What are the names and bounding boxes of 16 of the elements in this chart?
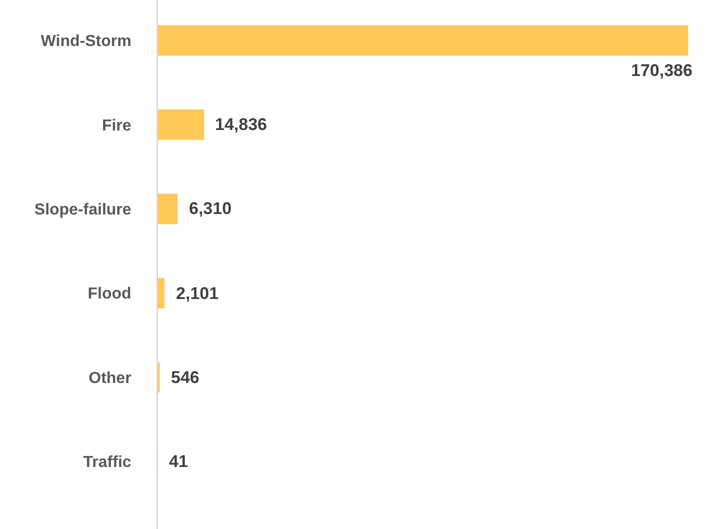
bar: [158, 194, 178, 224]
y-tick-label: Flood: [88, 286, 132, 303]
y-tick-label: Other: [88, 370, 132, 387]
data-label: 546: [171, 368, 200, 387]
y-tick-label: Fire: [102, 117, 132, 134]
bar: [158, 25, 688, 56]
y-tick-label: Traffic: [83, 454, 132, 472]
y-tick-label: Wind-Storm: [40, 33, 132, 50]
data-label: 2,101: [176, 284, 219, 303]
data-label: 170,386: [631, 61, 692, 80]
data-label: 14,836: [215, 115, 267, 134]
y-tick-label: Slope-failure: [34, 202, 132, 218]
data-label: 41: [169, 452, 188, 471]
bar: [158, 278, 165, 308]
bar: [158, 110, 204, 140]
data-label: 6,310: [189, 199, 232, 218]
